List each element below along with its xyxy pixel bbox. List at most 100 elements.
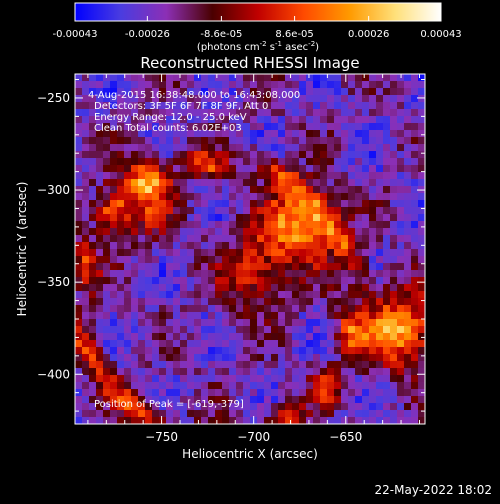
- heatmap-cell: [229, 417, 237, 425]
- heatmap-cell: [313, 214, 321, 222]
- heatmap-cell: [411, 403, 419, 411]
- heatmap-cell: [404, 284, 412, 292]
- heatmap-cell: [257, 235, 265, 243]
- heatmap-cell: [152, 123, 160, 131]
- heatmap-cell: [131, 228, 139, 236]
- heatmap-cell: [292, 368, 300, 376]
- heatmap-cell: [75, 165, 83, 173]
- heatmap-cell: [236, 263, 244, 271]
- heatmap-cell: [124, 291, 132, 299]
- heatmap-cell: [159, 151, 167, 159]
- heatmap-cell: [390, 207, 398, 215]
- heatmap-cell: [180, 193, 188, 201]
- heatmap-cell: [194, 361, 202, 369]
- heatmap-cell: [187, 207, 195, 215]
- heatmap-cell: [215, 298, 223, 306]
- heatmap-cell: [362, 326, 370, 334]
- heatmap-cell: [397, 102, 405, 110]
- heatmap-cell: [187, 333, 195, 341]
- heatmap-cell: [215, 144, 223, 152]
- heatmap-cell: [285, 242, 293, 250]
- heatmap-cell: [264, 221, 272, 229]
- heatmap-cell: [236, 193, 244, 201]
- heatmap-cell: [166, 179, 174, 187]
- heatmap-cell: [166, 116, 174, 124]
- heatmap-cell: [418, 291, 426, 299]
- heatmap-cell: [89, 368, 97, 376]
- heatmap-cell: [75, 116, 83, 124]
- heatmap-cell: [299, 270, 307, 278]
- heatmap-cell: [285, 74, 293, 82]
- heatmap-cell: [215, 256, 223, 264]
- heatmap-cell: [89, 263, 97, 271]
- heatmap-cell: [404, 396, 412, 404]
- heatmap-cell: [194, 347, 202, 355]
- heatmap-cell: [103, 123, 111, 131]
- heatmap-cell: [306, 221, 314, 229]
- heatmap-cell: [376, 74, 384, 82]
- heatmap-cell: [278, 305, 286, 313]
- heatmap-cell: [271, 130, 279, 138]
- heatmap-cell: [166, 410, 174, 418]
- heatmap-cell: [369, 312, 377, 320]
- heatmap-cell: [166, 186, 174, 194]
- heatmap-cell: [96, 298, 104, 306]
- heatmap-cell: [229, 88, 237, 96]
- heatmap-cell: [369, 123, 377, 131]
- heatmap-cell: [411, 179, 419, 187]
- heatmap-cell: [362, 312, 370, 320]
- heatmap-cell: [320, 207, 328, 215]
- heatmap-cell: [187, 410, 195, 418]
- heatmap-cell: [187, 109, 195, 117]
- heatmap-cell: [152, 137, 160, 145]
- heatmap-cell: [355, 116, 363, 124]
- heatmap-cell: [187, 144, 195, 152]
- heatmap-cell: [292, 228, 300, 236]
- heatmap-cell: [222, 200, 230, 208]
- heatmap-cell: [110, 277, 118, 285]
- heatmap-cell: [229, 403, 237, 411]
- heatmap-cell: [271, 158, 279, 166]
- heatmap-cell: [75, 284, 83, 292]
- heatmap-cell: [166, 305, 174, 313]
- heatmap-cell: [257, 312, 265, 320]
- heatmap-cell: [222, 249, 230, 257]
- heatmap-cell: [264, 228, 272, 236]
- heatmap-cell: [341, 417, 349, 425]
- heatmap-cell: [222, 144, 230, 152]
- heatmap-cell: [187, 284, 195, 292]
- heatmap-cell: [411, 235, 419, 243]
- heatmap-cell: [110, 207, 118, 215]
- heatmap-cell: [369, 137, 377, 145]
- heatmap-cell: [145, 249, 153, 257]
- heatmap-cell: [320, 109, 328, 117]
- heatmap-cell: [152, 347, 160, 355]
- heatmap-cell: [362, 81, 370, 89]
- heatmap-cell: [390, 277, 398, 285]
- heatmap-cell: [250, 137, 258, 145]
- heatmap-cell: [166, 88, 174, 96]
- heatmap-cell: [75, 354, 83, 362]
- heatmap-cell: [215, 368, 223, 376]
- heatmap-cell: [411, 361, 419, 369]
- heatmap-cell: [166, 277, 174, 285]
- y-axis-label: Heliocentric Y (arcsec): [15, 182, 29, 317]
- heatmap-cell: [180, 200, 188, 208]
- colorbar-tick-label: 0.00026: [348, 29, 389, 40]
- heatmap-cell: [341, 382, 349, 390]
- heatmap-cell: [201, 277, 209, 285]
- heatmap-cell: [159, 186, 167, 194]
- heatmap-cell: [313, 130, 321, 138]
- heatmap-cell: [124, 396, 132, 404]
- heatmap-cell: [369, 242, 377, 250]
- heatmap-cell: [96, 389, 104, 397]
- heatmap-cell: [313, 109, 321, 117]
- heatmap-cell: [124, 172, 132, 180]
- heatmap-cell: [159, 123, 167, 131]
- y-tick-label: −400: [37, 367, 70, 381]
- heatmap-cell: [355, 312, 363, 320]
- heatmap-cell: [131, 382, 139, 390]
- heatmap-cell: [348, 102, 356, 110]
- heatmap-cell: [194, 228, 202, 236]
